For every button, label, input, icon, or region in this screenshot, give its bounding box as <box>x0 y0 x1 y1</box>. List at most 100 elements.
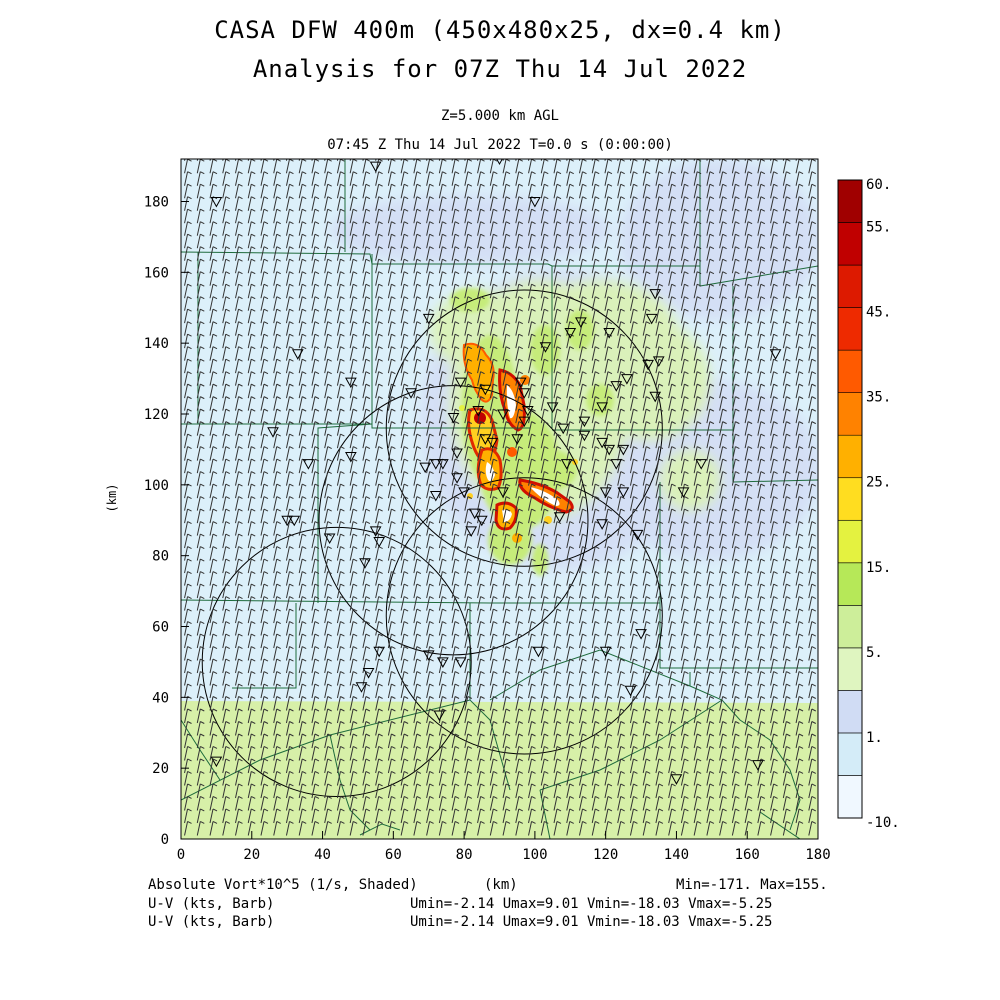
wind-barb <box>655 408 664 424</box>
wind-barb <box>464 183 473 199</box>
wind-barb <box>235 296 243 311</box>
wind-barb <box>680 246 689 261</box>
wind-barb <box>336 533 345 549</box>
wind-barb <box>311 159 320 174</box>
wind-barb <box>808 446 817 461</box>
wind-barb <box>400 296 409 311</box>
wind-barb <box>349 446 358 461</box>
wind-barb <box>693 721 702 736</box>
wind-barb <box>604 371 613 386</box>
wind-barb <box>273 758 281 774</box>
wind-barb <box>744 821 753 836</box>
wind-barb <box>196 371 205 386</box>
wind-barb <box>336 483 345 499</box>
wind-barb <box>324 771 332 786</box>
wind-barb <box>642 608 651 624</box>
wind-barb <box>693 208 702 224</box>
wind-barb <box>464 458 473 474</box>
wind-barb <box>362 783 371 799</box>
wind-barb <box>808 571 817 586</box>
wind-barb <box>362 708 371 724</box>
wind-barb <box>477 308 485 324</box>
wind-barb <box>247 233 256 249</box>
wind-barb <box>222 708 230 724</box>
wind-barb <box>731 721 740 736</box>
wind-barb <box>693 183 702 199</box>
wind-barb <box>222 159 230 174</box>
wind-barb <box>426 533 434 549</box>
wind-barb <box>426 633 434 649</box>
wind-barb <box>324 471 332 486</box>
wind-barb <box>375 321 383 336</box>
wind-barb <box>808 183 817 199</box>
wind-barb <box>770 596 778 611</box>
wind-barb <box>706 621 715 636</box>
wind-barb <box>591 821 600 836</box>
colorbar: 60.55.45.35.25.15.5.1.-10. <box>837 177 900 831</box>
wind-barb <box>349 208 358 224</box>
wind-barb <box>795 471 804 486</box>
wind-barb <box>362 271 371 286</box>
wind-barb <box>464 283 473 299</box>
wind-barb <box>770 483 778 499</box>
wind-barb <box>680 546 689 561</box>
wind-barb <box>362 758 371 774</box>
wind-barb <box>222 821 230 836</box>
wind-barb <box>438 658 447 674</box>
wind-barb <box>247 159 256 174</box>
wind-barb <box>375 608 383 624</box>
wind-barb <box>629 208 638 224</box>
wind-barb <box>400 758 409 774</box>
wind-barb <box>298 558 307 574</box>
range-ring <box>385 289 663 567</box>
wind-barb <box>629 621 638 636</box>
wind-barb <box>477 271 485 286</box>
wind-barb <box>235 746 243 761</box>
wind-barb <box>464 196 473 211</box>
wind-barb <box>566 621 574 636</box>
wind-barb <box>387 796 396 811</box>
wind-barb <box>451 208 460 224</box>
wind-barb <box>629 796 638 811</box>
wind-barb <box>744 271 753 286</box>
wind-barb <box>285 558 294 574</box>
wind-barb <box>553 421 562 436</box>
wind-barb <box>591 321 600 336</box>
wind-barb <box>553 733 562 749</box>
wind-barb <box>706 558 715 574</box>
wind-barb <box>426 583 434 599</box>
wind-barb <box>489 383 498 399</box>
wind-barb <box>731 421 740 436</box>
wind-barb <box>528 521 536 536</box>
wind-barb <box>400 159 409 174</box>
wind-barb <box>744 196 753 211</box>
wind-barb <box>578 296 587 311</box>
wind-barb <box>680 696 689 711</box>
colorbar-bin <box>837 477 863 521</box>
wind-barb <box>426 821 434 836</box>
wind-barb <box>528 283 536 299</box>
wind-barb <box>438 208 447 224</box>
wind-barb <box>209 208 218 224</box>
wind-barb <box>464 333 473 349</box>
wind-barb <box>655 183 664 199</box>
wind-barb <box>196 433 205 449</box>
station-marker <box>437 459 449 470</box>
wind-barb <box>387 521 396 536</box>
wind-barb <box>693 633 702 649</box>
wind-barb <box>744 159 753 174</box>
wind-barb <box>247 646 256 661</box>
wind-barb <box>502 246 511 261</box>
y-axis-label: (km) <box>105 484 119 513</box>
wind-barb <box>426 233 434 249</box>
wind-barb <box>668 721 676 736</box>
wind-barb <box>362 608 371 624</box>
wind-barb <box>617 521 625 536</box>
wind-barb <box>731 408 740 424</box>
colorbar-bin <box>837 562 863 606</box>
wind-barb <box>413 683 422 699</box>
wind-barb <box>591 658 600 674</box>
wind-barb <box>311 196 320 211</box>
wind-barb <box>235 621 243 636</box>
wind-barb <box>324 246 332 261</box>
